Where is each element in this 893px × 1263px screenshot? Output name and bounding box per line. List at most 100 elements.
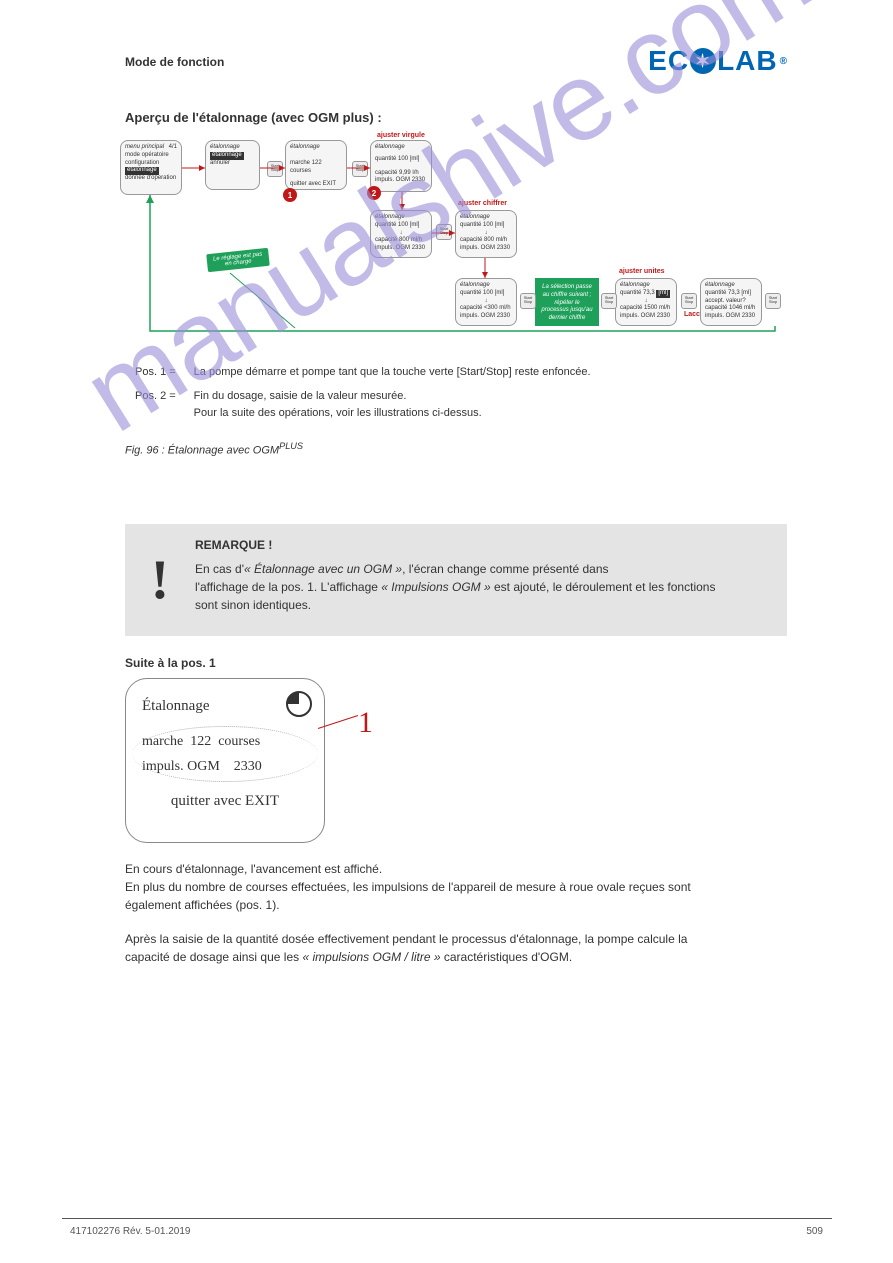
box-main-menu: menu principal 4/1 mode opératoire confi… [120, 140, 182, 195]
box-line-highlight: étalonnage [125, 167, 159, 175]
notice-line: En cas d'« Étalonnage avec un OGM », l'é… [195, 560, 771, 578]
box-title: étalonnage [375, 144, 427, 152]
box-line-highlight: étalonnage [210, 152, 244, 160]
c-label: capacité [460, 305, 482, 311]
box-corner: 4/1 [169, 144, 177, 152]
d-r1a: marche [142, 734, 183, 749]
q-unit: [ml] [741, 290, 751, 296]
c-val: 1500 ml/h [644, 305, 670, 311]
i-val: 2330 [657, 313, 670, 319]
cursor-mark: ↓ [460, 298, 512, 306]
q-label: quantité [460, 222, 481, 228]
section-label: Mode de fonction [125, 55, 224, 69]
box-line: configuration [125, 160, 177, 168]
body-paragraph-2: Après la saisie de la quantité dosée eff… [125, 930, 785, 966]
i-label: impuls. OGM [375, 177, 410, 183]
notice-box: ! REMARQUE ! En cas d'« Étalonnage avec … [125, 524, 787, 636]
q-unit: [ml] [410, 222, 420, 228]
d-r2b: 2330 [234, 759, 262, 774]
q-unit: [ml] [410, 156, 420, 162]
box-calibration-run: étalonnage marche 122 courses quitter av… [285, 140, 347, 190]
figure-caption: Fig. 96 : Étalonnage avec OGMPLUS [125, 439, 601, 460]
callout-number: 1 [358, 706, 373, 740]
accept-label: accept. valeur? [705, 298, 757, 306]
box-qty-1: étalonnage quantité 100 [ml] capacité 9,… [370, 140, 432, 192]
i-label: impuls. OGM [620, 313, 655, 319]
box-qty-3d: étalonnage quantité 73,3 [ml] accept. va… [700, 278, 762, 326]
box-exit-note: quitter avec EXIT [290, 181, 342, 189]
box-title: étalonnage [375, 214, 427, 222]
q-val: 100 [483, 222, 493, 228]
legend-row: Pos. 2 = Fin du dosage, saisie de la val… [127, 386, 599, 425]
step-marker-2: 2 [367, 186, 381, 200]
q-label: quantité [375, 222, 396, 228]
logo-text-left: EC [648, 45, 689, 77]
legend-pos: Pos. 2 = [127, 386, 184, 425]
i-label: impuls. OGM [705, 313, 740, 319]
notice-line: l'affichage de la pos. 1. L'affichage « … [195, 578, 771, 596]
notice-line: sont sinon identiques. [195, 596, 771, 614]
legend-row: Pos. 1 = La pompe démarre et pompe tant … [127, 362, 599, 384]
c-val: <300 ml/h [484, 305, 511, 311]
start-stop-button[interactable]: Start Stop [267, 161, 283, 177]
q-label: quantité [620, 290, 641, 296]
start-stop-button[interactable]: Start Stop [601, 293, 617, 309]
logo-registered: ® [780, 56, 788, 67]
c-label: capacité [375, 237, 397, 243]
c-label: capacité [375, 170, 397, 176]
c-unit: l/h [412, 170, 418, 176]
footer-page-number: 509 [806, 1226, 823, 1237]
cursor-mark: ↓ [620, 298, 672, 306]
notice-body: REMARQUE ! En cas d'« Étalonnage avec un… [195, 524, 787, 636]
logo-star-icon: ✶ [690, 48, 716, 74]
box-title: étalonnage [210, 144, 255, 152]
annot-chiffrer: ajuster chiffrer [458, 200, 507, 207]
i-val: 2330 [742, 313, 755, 319]
q-label: quantité [375, 156, 396, 162]
annot-virgule: ajuster virgule [377, 132, 425, 139]
detail-dotted-rows: marche 122 courses impuls. OGM 2330 [132, 726, 318, 782]
box-qty-2b: étalonnage quantité 100 [ml] ↓ capacité … [455, 210, 517, 258]
box-title: étalonnage [705, 282, 757, 290]
i-val: 2330 [412, 245, 425, 251]
d-r2a: impuls. OGM [142, 759, 220, 774]
box-line: annuler [210, 160, 255, 168]
c-val: 9,99 [399, 170, 411, 176]
q-val: 73,3 [728, 290, 740, 296]
q-val: 100 [398, 222, 408, 228]
c-val: 800 ml/h [399, 237, 422, 243]
legend-text: Fin du dosage, saisie de la valeur mesur… [186, 386, 599, 425]
box-qty-2a: étalonnage quantité 100 [ml] ↓ capacité … [370, 210, 432, 258]
logo-text-right: LAB [717, 45, 778, 77]
box-title: étalonnage [620, 282, 672, 290]
i-label: impuls. OGM [460, 245, 495, 251]
cursor-mark: ↓ [375, 230, 427, 238]
detail-heading: Suite à la pos. 1 [125, 656, 216, 670]
start-stop-button[interactable]: Start Stop [436, 224, 452, 240]
c-label: capacité [620, 305, 642, 311]
box-title: étalonnage [460, 214, 512, 222]
run-strokes: 122 [312, 160, 322, 166]
q-val: 100 [483, 290, 493, 296]
cursor-mark: ↓ [460, 230, 512, 238]
i-val: 2330 [412, 177, 425, 183]
start-stop-button[interactable]: Start Stop [520, 293, 536, 309]
detail-title: Étalonnage [142, 693, 308, 720]
box-calibration-select: étalonnage étalonnage annuler [205, 140, 260, 190]
box-qty-3c: étalonnage quantité 73,3 [ml] ↓ capacité… [615, 278, 677, 326]
notice-title: REMARQUE ! [195, 536, 771, 554]
figure-subtitle: Aperçu de l'étalonnage (avec OGM plus) : [125, 110, 382, 125]
start-stop-button[interactable]: Start Stop [681, 293, 697, 309]
step-marker-1: 1 [283, 188, 297, 202]
d-r3: quitter avec EXIT [142, 788, 308, 815]
box-title: étalonnage [290, 144, 342, 152]
box-line: mode opératoire [125, 152, 177, 160]
start-stop-button[interactable]: Start Stop [352, 161, 368, 177]
c-label: capacité [460, 237, 482, 243]
i-label: impuls. OGM [375, 245, 410, 251]
box-qty-3a: étalonnage quantité 100 [ml] ↓ capacité … [455, 278, 517, 326]
run-unit: courses [290, 168, 311, 174]
start-stop-button[interactable]: Start Stop [765, 293, 781, 309]
box-line: donnée d'operation [125, 175, 177, 183]
ecolab-logo: EC ✶ LAB ® [648, 45, 788, 77]
